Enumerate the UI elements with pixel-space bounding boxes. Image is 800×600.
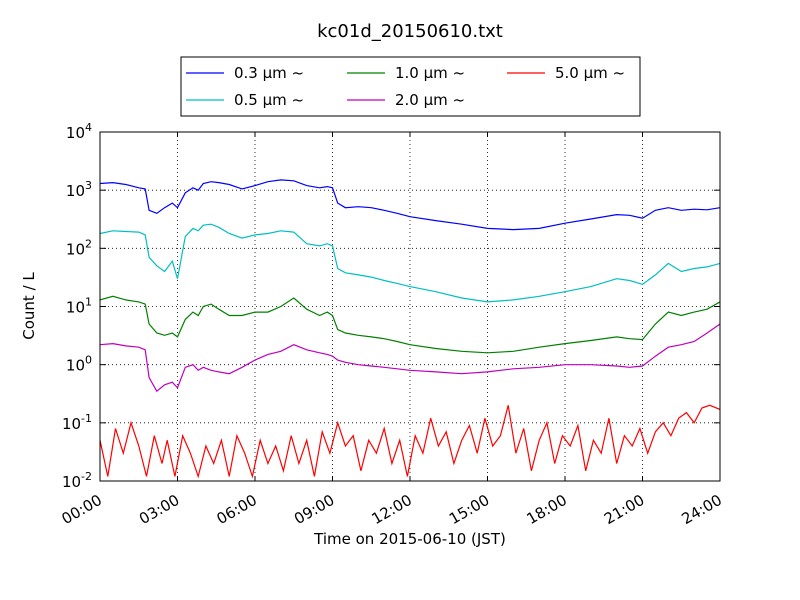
x-tick-label: 18:00	[524, 491, 570, 528]
x-tick-label: 21:00	[601, 491, 647, 528]
y-tick-label: 103	[66, 179, 92, 200]
y-tick-label: 102	[66, 237, 92, 258]
series-line	[100, 295, 720, 354]
series-line	[100, 179, 720, 231]
x-tick-label: 00:00	[59, 491, 105, 528]
legend-label: 2.0 μm ~	[395, 91, 465, 109]
x-tick-label: 24:00	[679, 491, 725, 528]
legend-label: 1.0 μm ~	[395, 64, 465, 82]
x-axis-label: Time on 2015-06-10 (JST)	[313, 530, 506, 548]
x-tick-label: 15:00	[446, 491, 492, 528]
series-line	[100, 223, 720, 303]
y-axis-label: Count / L	[20, 272, 38, 340]
series-line	[100, 323, 720, 393]
legend-label: 0.5 μm ~	[234, 91, 304, 109]
legend-box	[180, 56, 641, 117]
x-tick-label: 12:00	[369, 491, 415, 528]
y-tick-label: 10-2	[62, 470, 92, 491]
chart-title: kc01d_20150610.txt	[317, 21, 503, 42]
series-line	[100, 404, 720, 479]
x-tick-label: 09:00	[291, 491, 337, 528]
x-tick-label: 03:00	[136, 491, 182, 528]
legend: 0.3 μm ~ 0.5 μm ~ 1.0 μm ~ 2.0 μm ~ 5.0 μm ~	[180, 56, 641, 117]
y-tick-label: 10-1	[62, 412, 92, 433]
y-tick-label: 104	[66, 121, 92, 142]
legend-label: 5.0 μm ~	[555, 64, 625, 82]
y-axis-ticks: 10-2 10-1 100 101 102 103 104	[62, 121, 720, 491]
grid-lines	[100, 132, 720, 481]
series-layer	[100, 179, 720, 479]
legend-label: 0.3 μm ~	[234, 64, 304, 82]
y-tick-label: 100	[66, 354, 92, 375]
y-tick-label: 101	[66, 296, 92, 317]
x-tick-label: 06:00	[214, 491, 260, 528]
